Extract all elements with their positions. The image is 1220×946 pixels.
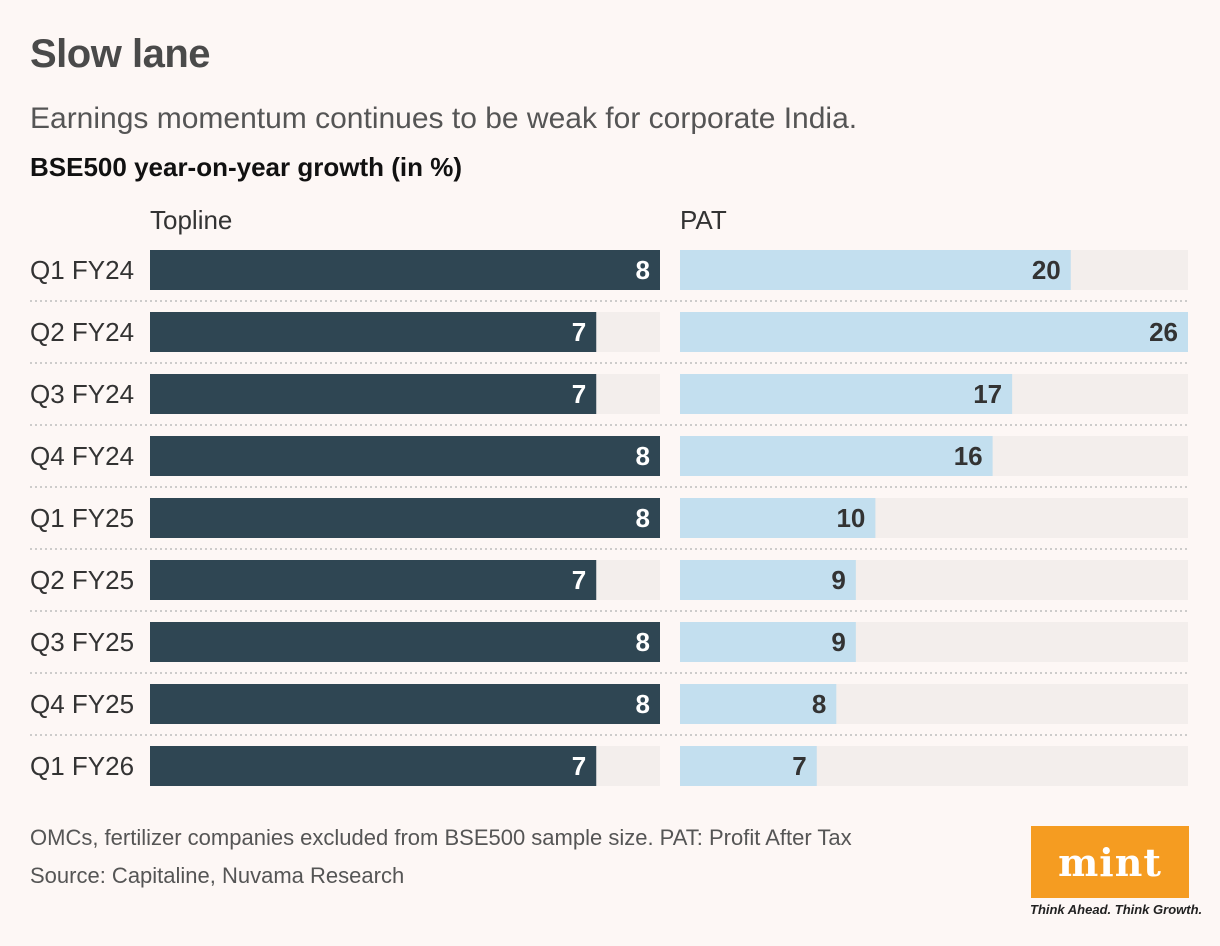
bar-topline [150, 312, 597, 352]
chart-subtitle: Earnings momentum continues to be weak f… [30, 102, 858, 135]
bar-topline [150, 374, 597, 414]
panel-header-pat: PAT [680, 205, 727, 235]
data-label-pat: 20 [1032, 255, 1061, 285]
data-label-topline: 8 [636, 627, 650, 657]
data-label-topline: 8 [636, 441, 650, 471]
category-label: Q2 FY24 [30, 317, 134, 347]
bar-pat [680, 436, 993, 476]
bar-pat [680, 312, 1188, 352]
bar-topline [150, 436, 660, 476]
data-label-pat: 17 [973, 379, 1002, 409]
category-label: Q4 FY25 [30, 689, 134, 719]
bar-pat [680, 560, 856, 600]
category-label: Q3 FY24 [30, 379, 134, 409]
logo-wordmark: mint [1058, 839, 1162, 885]
category-label: Q2 FY25 [30, 565, 134, 595]
data-label-topline: 8 [636, 689, 650, 719]
bar-pat [680, 622, 856, 662]
bar-chart: Topline PAT Q1 FY24 8 20 Q2 FY24 7 26 Q3 FY24 7 17… [30, 205, 1188, 786]
data-label-topline: 7 [572, 317, 586, 347]
data-label-topline: 8 [636, 255, 650, 285]
chart-measure-label: BSE500 year-on-year growth (in %) [30, 152, 462, 182]
data-label-topline: 7 [572, 751, 586, 781]
chart-title: Slow lane [30, 32, 211, 76]
footnote: OMCs, fertilizer companies excluded from… [30, 825, 852, 850]
mint-logo: mint [1031, 826, 1189, 898]
category-label: Q1 FY26 [30, 751, 134, 781]
bar-topline [150, 746, 597, 786]
logo-tagline: Think Ahead. Think Growth. [1030, 902, 1203, 917]
data-label-pat: 16 [954, 441, 983, 471]
category-label: Q3 FY25 [30, 627, 134, 657]
data-label-pat: 9 [831, 627, 845, 657]
data-label-pat: 10 [836, 503, 865, 533]
bar-pat [680, 746, 817, 786]
data-label-pat: 8 [812, 689, 826, 719]
bar-topline [150, 560, 597, 600]
bar-pat [680, 684, 837, 724]
category-label: Q1 FY24 [30, 255, 134, 285]
panel-header-topline: Topline [150, 205, 232, 235]
bar-topline [150, 498, 660, 538]
data-label-topline: 8 [636, 503, 650, 533]
source-note: Source: Capitaline, Nuvama Research [30, 863, 405, 888]
bar-pat [680, 250, 1071, 290]
category-label: Q4 FY24 [30, 441, 134, 471]
bar-topline [150, 250, 660, 290]
data-label-pat: 9 [831, 565, 845, 595]
bar-topline [150, 684, 660, 724]
bar-topline [150, 622, 660, 662]
data-label-pat: 7 [792, 751, 806, 781]
category-label: Q1 FY25 [30, 503, 134, 533]
data-label-topline: 7 [572, 565, 586, 595]
bar-pat [680, 498, 876, 538]
data-label-topline: 7 [572, 379, 586, 409]
bar-pat [680, 374, 1013, 414]
data-label-pat: 26 [1149, 317, 1178, 347]
